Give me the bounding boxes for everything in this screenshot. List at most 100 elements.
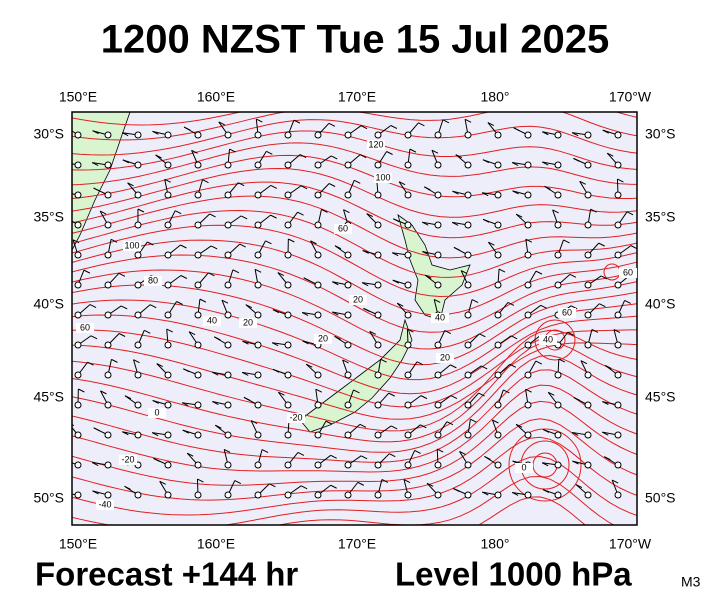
barb-station: [165, 492, 171, 498]
barb-station: [435, 132, 441, 138]
barb-station: [225, 252, 231, 258]
barb-station: [195, 252, 201, 258]
barb-station: [255, 132, 261, 138]
barb-station: [225, 432, 231, 438]
contour-label: 120: [368, 139, 383, 149]
title: 1200 NZST Tue 15 Jul 2025: [101, 18, 609, 62]
barb-station: [345, 462, 351, 468]
barb-station: [285, 462, 291, 468]
barb-station: [315, 132, 321, 138]
barb-station: [405, 252, 411, 258]
barb-station: [615, 192, 621, 198]
barb-station: [495, 132, 501, 138]
barb-station: [315, 462, 321, 468]
barb-station: [465, 312, 471, 318]
barb-station: [525, 312, 531, 318]
barb-station: [315, 312, 321, 318]
barb-station: [225, 282, 231, 288]
barb-station: [585, 492, 591, 498]
barb-station: [315, 162, 321, 168]
barb-station: [225, 222, 231, 228]
barb-station: [165, 432, 171, 438]
lon-label: 160°E: [197, 89, 235, 105]
barb-station: [135, 162, 141, 168]
barb-station: [75, 462, 81, 468]
barb-station: [165, 312, 171, 318]
barb-station: [495, 432, 501, 438]
contour-label: 0: [521, 462, 526, 472]
contour-label: 100: [124, 240, 139, 250]
barb-station: [405, 312, 411, 318]
barb-station: [555, 132, 561, 138]
barb-station: [465, 282, 471, 288]
barb-station: [255, 432, 261, 438]
barb-station: [615, 462, 621, 468]
barb-station: [315, 222, 321, 228]
barb-station: [435, 282, 441, 288]
barb-station: [435, 492, 441, 498]
lon-label: 170°E: [338, 89, 376, 105]
barb-station: [495, 192, 501, 198]
barb-station: [195, 372, 201, 378]
barb-station: [105, 162, 111, 168]
barb-station: [375, 402, 381, 408]
barb-station: [345, 252, 351, 258]
barb-station: [75, 282, 81, 288]
barb-station: [495, 162, 501, 168]
barb-station: [585, 402, 591, 408]
barb-station: [585, 282, 591, 288]
barb-station: [405, 432, 411, 438]
barb-station: [525, 432, 531, 438]
contour-label: 20: [440, 352, 450, 362]
barb-station: [375, 432, 381, 438]
barb-station: [225, 462, 231, 468]
barb-station: [495, 372, 501, 378]
contour-label: 20: [243, 317, 253, 327]
contour-label: 40: [543, 334, 553, 344]
lon-label: 180°: [481, 536, 510, 552]
barb-station: [75, 192, 81, 198]
barb-station: [285, 252, 291, 258]
barb-station: [405, 372, 411, 378]
barb-station: [495, 282, 501, 288]
barb-station: [435, 342, 441, 348]
barb-station: [435, 402, 441, 408]
barb-station: [585, 432, 591, 438]
barb-station: [105, 132, 111, 138]
barb-station: [615, 132, 621, 138]
barb-station: [585, 132, 591, 138]
barb-station: [555, 282, 561, 288]
barb-station: [105, 222, 111, 228]
contour-label: 0: [154, 407, 159, 417]
barb-station: [255, 492, 261, 498]
barb-station: [75, 312, 81, 318]
barb-station: [405, 492, 411, 498]
barb-station: [405, 192, 411, 198]
barb-station: [405, 342, 411, 348]
barb-station: [465, 192, 471, 198]
barb-station: [195, 492, 201, 498]
barb-station: [105, 432, 111, 438]
barb-station: [465, 432, 471, 438]
contour-label: 60: [80, 322, 90, 332]
barb-station: [135, 402, 141, 408]
barb-station: [165, 372, 171, 378]
barb-station: [525, 492, 531, 498]
barb-station: [195, 132, 201, 138]
barb-flag: [65, 216, 71, 219]
barb-station: [555, 432, 561, 438]
barb-station: [345, 432, 351, 438]
barb-station: [225, 312, 231, 318]
contour-label: 80: [148, 275, 158, 285]
barb-station: [615, 342, 621, 348]
barb-flag: [63, 460, 69, 463]
barb-station: [135, 372, 141, 378]
barb-flag: [65, 126, 71, 129]
barb-station: [435, 462, 441, 468]
barb-station: [555, 252, 561, 258]
model-label: M3: [681, 574, 701, 590]
barb-station: [135, 252, 141, 258]
barb-station: [405, 132, 411, 138]
barb-station: [345, 312, 351, 318]
barb-station: [345, 162, 351, 168]
